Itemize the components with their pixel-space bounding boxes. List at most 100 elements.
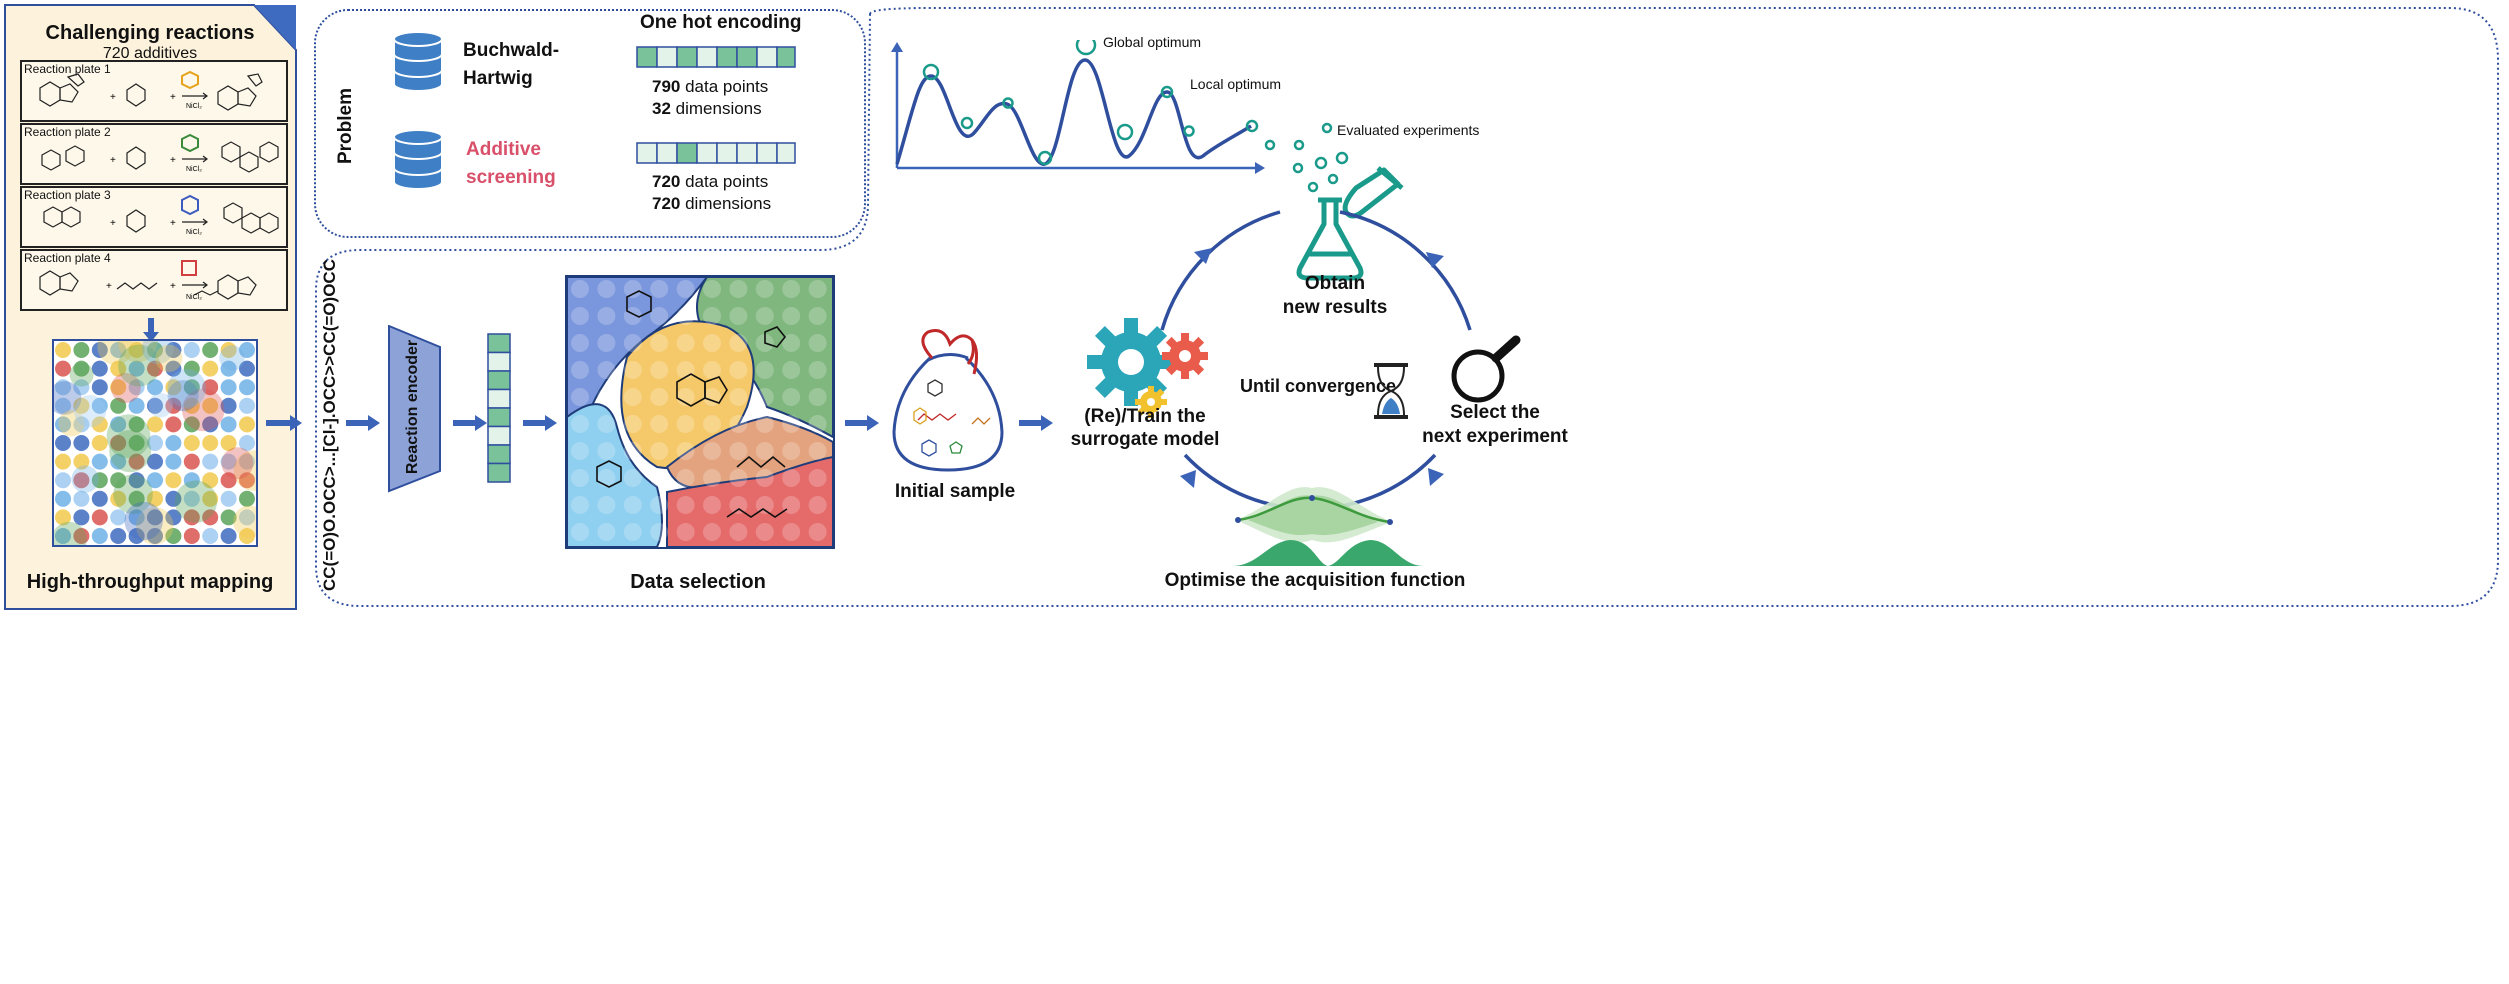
grid-dot	[808, 415, 827, 433]
grid-dot	[202, 342, 219, 358]
grid-dot	[729, 415, 748, 433]
grid-dot	[729, 280, 748, 298]
grid-dot	[239, 528, 255, 544]
grid-dot	[729, 523, 748, 541]
plate-label: Reaction plate 1	[24, 62, 111, 76]
dataset-name-additive: Additive screening	[466, 139, 556, 188]
svg-text:+: +	[170, 92, 176, 103]
reagent-label: NiCl₂	[186, 103, 202, 110]
grid-dot	[202, 360, 219, 377]
grid-dot	[128, 509, 145, 526]
obtain-results-label: Obtain new results	[1282, 273, 1388, 318]
grid-dot	[623, 469, 642, 487]
grid-dot	[147, 360, 163, 377]
grid-dot	[703, 523, 721, 541]
grid-dot	[147, 528, 163, 544]
problem-box	[314, 9, 866, 238]
grid-dot	[755, 523, 774, 541]
grid-dot	[782, 280, 801, 298]
grid-dot	[676, 469, 695, 487]
grid-dot	[703, 415, 721, 433]
grid-dot	[202, 453, 219, 470]
grid-blob	[58, 410, 85, 437]
grid-dot	[650, 469, 669, 487]
grid-dot	[73, 472, 90, 489]
grid-blob	[118, 341, 158, 363]
initial-sample-label: Initial sample	[894, 481, 1016, 502]
grid-dot	[183, 379, 200, 396]
grid-blob	[167, 380, 199, 412]
grid-dot	[650, 361, 669, 379]
molecule-sketches	[596, 290, 788, 518]
grid-dot	[239, 435, 255, 451]
grid-dot	[165, 528, 182, 544]
grid-dot	[755, 415, 774, 433]
grid-dot	[239, 472, 255, 489]
grid-dot	[729, 469, 748, 487]
global-optimum-label: Global optimum	[1103, 34, 1202, 50]
grid-dot	[165, 435, 182, 451]
grid-dot	[623, 442, 642, 460]
grid-blob	[54, 521, 87, 545]
grid-dot	[128, 528, 145, 544]
grid-dot	[239, 509, 255, 526]
grid-dot	[147, 435, 163, 451]
grid-dot	[808, 388, 827, 406]
grid-dot	[239, 453, 255, 470]
grid-blob	[174, 480, 218, 523]
grid-dot	[55, 342, 71, 358]
reaction-plate-1: Reaction plate 1 + + NiCl₂	[20, 60, 288, 122]
grid-dot	[676, 442, 695, 460]
grid-dot	[165, 509, 182, 526]
left-panel-footer: High-throughput mapping	[26, 571, 274, 593]
grid-dot	[202, 509, 219, 526]
cluster-region	[666, 455, 833, 547]
grid-dot	[165, 342, 182, 358]
grid-blob	[142, 341, 174, 365]
reaction-scheme: + + NiCl₂	[39, 70, 263, 111]
grid-dot	[183, 397, 200, 414]
grid-blob	[113, 474, 153, 514]
arrow-right-icon	[453, 415, 487, 431]
grid-dot	[147, 509, 163, 526]
grid-dot	[729, 361, 748, 379]
grid-dot	[597, 523, 616, 541]
grid-dot	[73, 342, 90, 358]
grid-dot	[55, 397, 71, 414]
grid-dot	[128, 453, 145, 470]
grid-dot	[128, 360, 145, 377]
grid-dot	[220, 453, 237, 470]
grid-dot	[650, 388, 669, 406]
one-hot-header: One hot encoding	[640, 12, 802, 33]
arrow-right-icon	[346, 415, 380, 431]
grid-dot	[703, 469, 721, 487]
grid-dot	[729, 307, 748, 325]
data-selection-map	[565, 275, 835, 549]
select-experiment-label: Select the next experiment	[1422, 402, 1568, 447]
acquisition-label: Optimise the acquisition function	[1164, 570, 1466, 591]
svg-text:+: +	[110, 155, 116, 166]
grid-dot	[597, 334, 616, 352]
grid-dot	[91, 416, 108, 433]
grid-dot	[729, 496, 748, 514]
grid-dot	[110, 416, 127, 433]
grid-dot	[220, 528, 237, 544]
svg-text:+: +	[170, 281, 176, 292]
grid-dot	[183, 528, 200, 544]
reaction-scheme: + + NiCl₂	[41, 133, 279, 173]
grid-dot	[220, 490, 237, 507]
grid-blob	[71, 465, 99, 493]
grid-dot	[147, 342, 163, 358]
plate-label: Reaction plate 2	[24, 125, 111, 139]
flask-icon	[1296, 197, 1364, 281]
grid-dot	[183, 453, 200, 470]
grid-dot	[73, 397, 90, 414]
high-throughput-grid	[52, 339, 258, 547]
grid-dot	[755, 361, 774, 379]
grid-dot	[110, 453, 127, 470]
objective-landscape	[891, 40, 1265, 174]
grid-dot	[571, 361, 589, 379]
grid-dot	[110, 472, 127, 489]
grid-dot	[128, 472, 145, 489]
grid-dot	[782, 469, 801, 487]
